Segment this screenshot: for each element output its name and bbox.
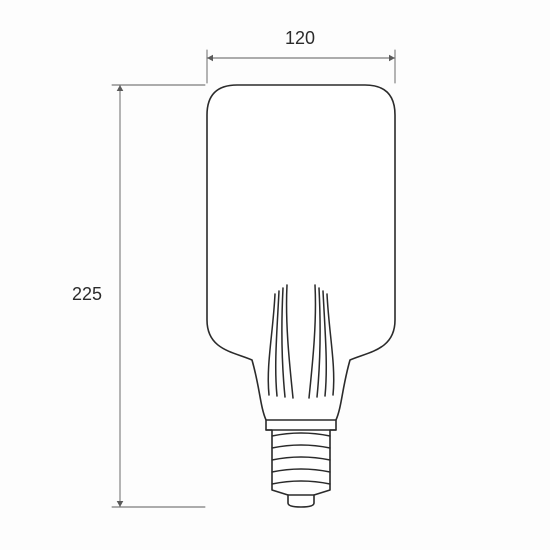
dimension-height-label: 225: [72, 284, 102, 305]
dimension-width-label: 120: [285, 28, 315, 49]
diagram-stage: 120 225: [0, 0, 550, 550]
bulb-drawing: [0, 0, 550, 550]
